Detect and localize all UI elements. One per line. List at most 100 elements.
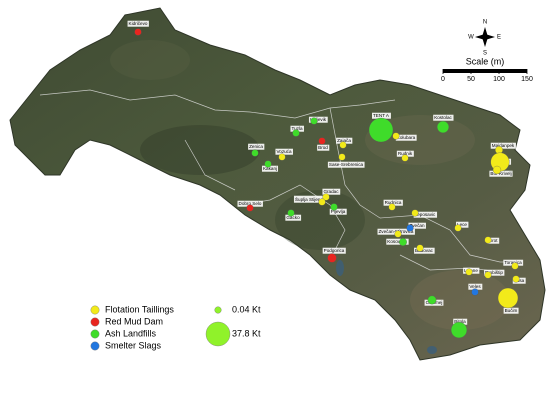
site-label: Majdanpek bbox=[492, 143, 515, 148]
site-marker bbox=[454, 224, 462, 232]
site-marker bbox=[368, 117, 394, 143]
site-marker bbox=[471, 288, 479, 296]
site-label-bg bbox=[456, 221, 469, 228]
site-marker bbox=[411, 209, 419, 217]
scale-tick-label: 50 bbox=[467, 76, 475, 83]
site-label: Gradac bbox=[323, 189, 339, 194]
legend-label: Flotation Taillings bbox=[105, 304, 174, 314]
compass-s: S bbox=[483, 51, 487, 57]
site-label-bg bbox=[290, 125, 304, 132]
site-label: Lece bbox=[457, 222, 467, 227]
site-label: Grot bbox=[489, 238, 499, 243]
site-marker bbox=[406, 224, 414, 232]
site-label-bg bbox=[489, 170, 513, 177]
site-label-bg bbox=[396, 150, 414, 157]
legend-size-marker bbox=[205, 321, 231, 347]
site-label: Dobro Selo bbox=[239, 201, 262, 206]
land bbox=[9, 7, 546, 361]
site-label-bg bbox=[512, 277, 526, 284]
scale-bar: 0 50 100 150 bbox=[441, 69, 533, 83]
scale-bar-body bbox=[443, 69, 527, 73]
site-label-bg bbox=[413, 211, 438, 218]
site-label-bg bbox=[408, 222, 426, 229]
legend: Flotation Taillings Red Mud Dam Ash Landfi… bbox=[90, 304, 261, 351]
site-label-bg bbox=[503, 307, 519, 314]
site-marker bbox=[388, 203, 396, 211]
site-marker bbox=[310, 117, 318, 125]
site-marker bbox=[251, 149, 259, 157]
site-marker bbox=[450, 321, 468, 339]
site-marker bbox=[484, 236, 492, 244]
site-label: Pljevlja bbox=[331, 209, 346, 214]
site-marker bbox=[278, 153, 286, 161]
site-label-bg bbox=[293, 195, 325, 203]
site-label: Podgorica bbox=[324, 248, 345, 253]
legend-label: Smelter Slags bbox=[105, 340, 162, 350]
site-label-bg bbox=[285, 214, 302, 221]
site-label: Sasa bbox=[514, 278, 525, 283]
site-label: Rudnica bbox=[385, 200, 402, 205]
site-label: Zajača bbox=[337, 138, 351, 143]
site-label-bg bbox=[503, 259, 524, 266]
site-label: Rudnik bbox=[398, 151, 413, 156]
site-label-bg bbox=[275, 148, 293, 155]
site-label-bg bbox=[322, 188, 341, 195]
site-label: Šuplja Stijena bbox=[295, 196, 324, 202]
compass: N S E W bbox=[468, 20, 501, 57]
site-label: Kostolac bbox=[434, 115, 452, 120]
site-label-bg bbox=[453, 318, 468, 325]
site-label: Sase-Srebrenica bbox=[329, 162, 364, 167]
site-marker bbox=[399, 238, 407, 246]
site-marker bbox=[416, 244, 424, 252]
site-marker bbox=[512, 275, 520, 283]
site-label: Gacko bbox=[286, 215, 300, 220]
site-label-bg bbox=[395, 134, 417, 141]
compass-ew bbox=[475, 34, 495, 40]
site-marker bbox=[401, 154, 409, 162]
site-marker bbox=[484, 271, 492, 279]
site-label: Kidričevo bbox=[129, 21, 148, 26]
site-label: Kolubara bbox=[397, 135, 416, 140]
site-label: Kakanj bbox=[263, 166, 277, 171]
site-marker bbox=[339, 141, 347, 149]
site-marker bbox=[497, 287, 519, 309]
site-label: Bor-Krivelj bbox=[490, 171, 511, 176]
coast-water bbox=[336, 260, 437, 354]
site-marker bbox=[264, 160, 272, 168]
legend-swatch bbox=[90, 317, 100, 327]
scale-tick-label: 150 bbox=[521, 76, 533, 83]
site-label: Vozuća bbox=[276, 149, 292, 154]
site-marker bbox=[338, 153, 346, 161]
site-label-bg bbox=[322, 247, 346, 254]
site-label-bg bbox=[433, 114, 454, 121]
site-marker bbox=[322, 193, 330, 201]
site-label: Bučim bbox=[505, 308, 518, 313]
site-label-bg bbox=[490, 142, 516, 149]
site-label-bg bbox=[237, 200, 263, 207]
legend-size-label: 0.04 Kt bbox=[232, 304, 261, 314]
legend-label: Red Mud Dam bbox=[105, 316, 163, 326]
site-marker bbox=[465, 268, 473, 276]
compass-n: N bbox=[483, 20, 487, 26]
site-label-bg bbox=[329, 208, 347, 215]
legend-label: Ash Landfills bbox=[105, 328, 157, 338]
site-label-bg bbox=[317, 144, 330, 151]
site-label: Brod bbox=[318, 145, 328, 150]
site-label: Probištip bbox=[485, 270, 503, 275]
site-label: Leposavic bbox=[415, 212, 436, 217]
site-label-bg bbox=[468, 283, 483, 290]
scale-tick-label: 100 bbox=[493, 76, 505, 83]
site-marker bbox=[134, 28, 142, 36]
site-label-bg bbox=[386, 238, 409, 245]
site-label: Veles bbox=[469, 284, 481, 289]
site-label: Kosovo A bbox=[387, 239, 407, 244]
site-marker bbox=[246, 204, 254, 212]
site-label: Zvečan bbox=[409, 223, 425, 228]
site-label: Toranica bbox=[504, 260, 522, 265]
legend-swatch bbox=[90, 329, 100, 339]
legend-swatch bbox=[90, 341, 100, 351]
legend-swatch bbox=[90, 305, 100, 315]
site-marker bbox=[292, 129, 300, 137]
